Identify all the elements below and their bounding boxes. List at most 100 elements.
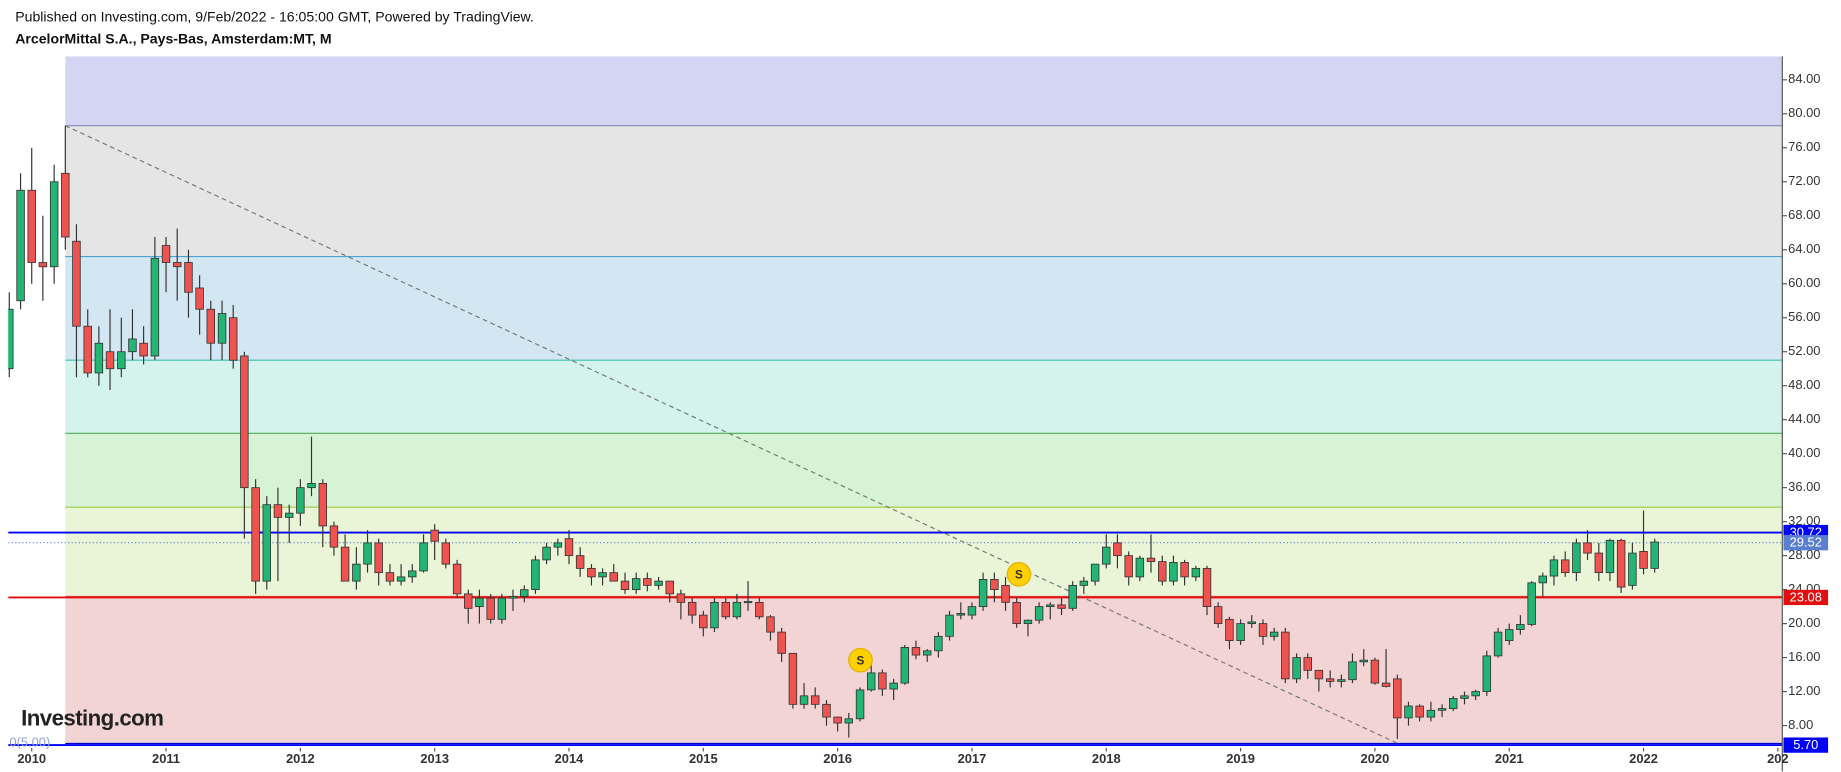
x-tick-label: 2016 bbox=[823, 751, 852, 766]
fib-zone bbox=[65, 433, 1783, 508]
y-tick-label: 68.00 bbox=[1788, 207, 1820, 222]
candle-body bbox=[1113, 542, 1122, 557]
chart-title: ArcelorMittal S.A., Pays-Bas, Amsterdam:… bbox=[15, 31, 331, 47]
candle-body bbox=[117, 351, 126, 370]
candle-body bbox=[228, 317, 238, 361]
candle-body bbox=[1034, 606, 1044, 621]
axes: 8.0012.0016.0020.0024.0028.0032.0036.004… bbox=[17, 71, 1829, 766]
candle-body bbox=[1124, 555, 1133, 578]
y-tick-label: 48.00 bbox=[1788, 377, 1820, 392]
candle-body bbox=[94, 342, 104, 374]
candle-body bbox=[296, 487, 305, 514]
candle-body bbox=[441, 542, 451, 565]
x-tick-label: 2019 bbox=[1226, 751, 1255, 766]
candle-body bbox=[452, 563, 462, 595]
candle-body bbox=[1370, 659, 1380, 684]
candle-body bbox=[699, 614, 708, 629]
candle-body bbox=[1348, 661, 1357, 681]
event-marker bbox=[848, 647, 873, 673]
candle-body bbox=[1561, 559, 1570, 574]
y-tick-label: 80.00 bbox=[1788, 105, 1820, 120]
price-label: 5.70 bbox=[1793, 737, 1818, 752]
candle-body bbox=[262, 504, 272, 582]
candle-body bbox=[8, 308, 14, 370]
candle-body bbox=[195, 287, 204, 310]
candle-body bbox=[150, 257, 160, 357]
fib-zone bbox=[65, 125, 1783, 257]
candle-body bbox=[1169, 562, 1178, 582]
candle-body bbox=[139, 342, 148, 357]
fib-label: 0(5.00) bbox=[9, 735, 50, 750]
candle-body bbox=[1090, 563, 1100, 582]
candle-body bbox=[1527, 582, 1536, 625]
candle-body bbox=[1325, 678, 1335, 682]
candle-body bbox=[587, 567, 596, 578]
x-tick-label: 2018 bbox=[1092, 751, 1121, 766]
event-marker-label: S bbox=[1015, 569, 1023, 582]
candle-body bbox=[799, 695, 809, 705]
candle-body bbox=[542, 546, 551, 561]
x-tick-label: 2022 bbox=[1629, 751, 1658, 766]
y-tick-label: 64.00 bbox=[1788, 241, 1820, 256]
candle-body bbox=[464, 593, 473, 609]
candle-body bbox=[374, 542, 383, 574]
candle-body bbox=[38, 262, 48, 268]
candle-body bbox=[206, 308, 215, 344]
candle-body bbox=[1191, 567, 1201, 578]
candle-body bbox=[1213, 606, 1223, 625]
candle-body bbox=[1572, 542, 1581, 574]
candle-body bbox=[1493, 631, 1503, 657]
candle-body bbox=[1023, 619, 1033, 625]
fib-zone bbox=[65, 56, 1783, 126]
candle-body bbox=[620, 580, 630, 591]
y-tick-label: 44.00 bbox=[1788, 411, 1820, 426]
candle-body bbox=[1135, 557, 1145, 578]
candle-body bbox=[676, 593, 686, 603]
candle-body bbox=[1426, 709, 1436, 718]
candle-body bbox=[1504, 629, 1514, 642]
y-tick-label: 56.00 bbox=[1788, 309, 1820, 324]
x-tick-label: 2015 bbox=[689, 751, 718, 766]
candle-body bbox=[665, 580, 674, 595]
y-tick-label: 72.00 bbox=[1788, 173, 1820, 188]
candle-body bbox=[318, 483, 328, 527]
candle-body bbox=[508, 596, 518, 599]
candle-body bbox=[1393, 678, 1402, 719]
x-tick-label: 2017 bbox=[958, 751, 987, 766]
candle-body bbox=[967, 606, 977, 616]
candle-body bbox=[978, 579, 988, 608]
candle-body bbox=[273, 504, 283, 518]
candle-body bbox=[1012, 601, 1021, 625]
candle-body bbox=[911, 646, 921, 656]
candle-body bbox=[1146, 557, 1156, 562]
candle-body bbox=[1225, 618, 1234, 642]
candle-body bbox=[687, 601, 697, 616]
candle-body bbox=[1538, 575, 1548, 584]
logo: Investing.com bbox=[21, 706, 163, 731]
candle-body bbox=[945, 614, 954, 637]
candle-body bbox=[128, 338, 137, 353]
candle-body bbox=[419, 542, 428, 572]
candle-body bbox=[1337, 679, 1346, 682]
candle-body bbox=[363, 542, 372, 565]
y-tick-label: 60.00 bbox=[1788, 275, 1820, 290]
candle-body bbox=[788, 652, 798, 705]
candle-body bbox=[900, 646, 910, 684]
candle-body bbox=[340, 546, 350, 582]
candle-body bbox=[240, 355, 249, 489]
candle-body bbox=[352, 563, 361, 582]
event-marker-label: S bbox=[857, 654, 865, 667]
candle-body bbox=[1381, 682, 1391, 687]
candle-body bbox=[83, 325, 92, 374]
candle-body bbox=[161, 245, 171, 263]
fib-zone bbox=[65, 507, 1783, 597]
candle-body bbox=[777, 631, 786, 654]
y-tick-label: 32.00 bbox=[1788, 513, 1820, 528]
candle-body bbox=[72, 240, 81, 327]
candle-body bbox=[1415, 705, 1424, 718]
candle-body bbox=[721, 601, 730, 618]
candle-body bbox=[866, 672, 876, 691]
y-tick-label: 40.00 bbox=[1788, 445, 1820, 460]
price-label-box bbox=[1783, 589, 1829, 606]
